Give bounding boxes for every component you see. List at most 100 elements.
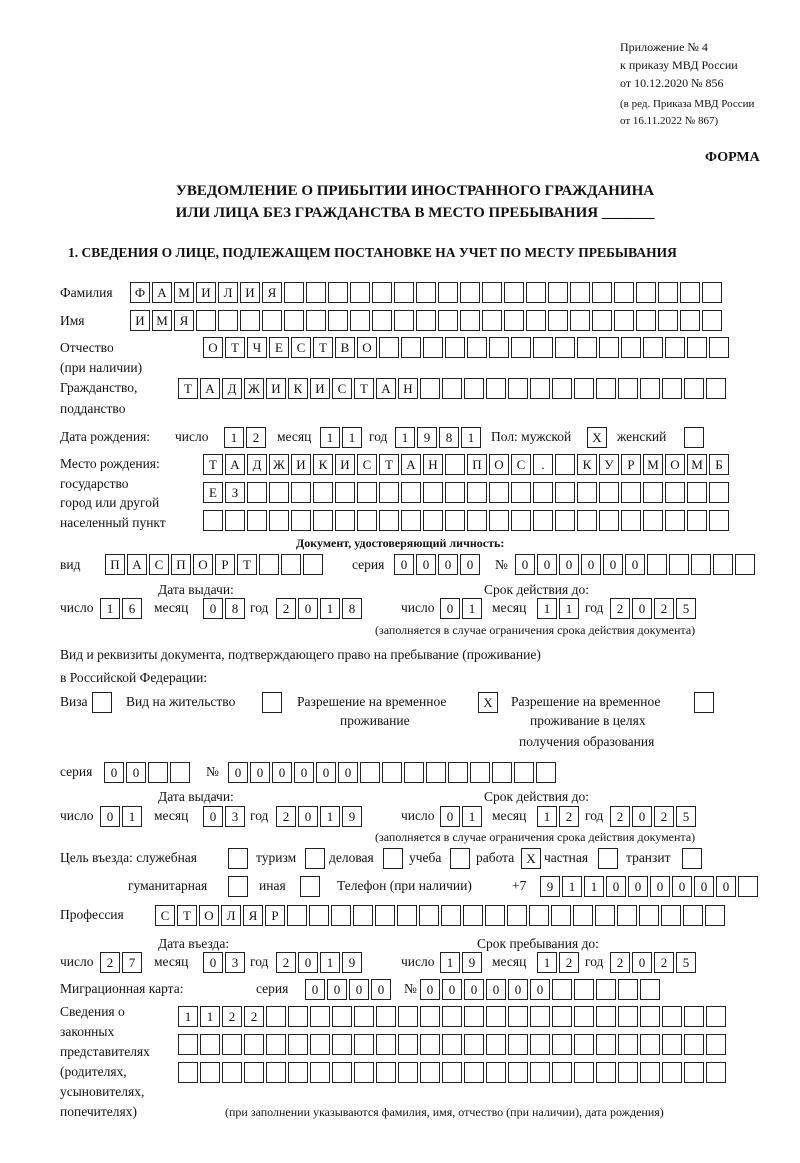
input-cell[interactable]: 0 [272,762,292,783]
input-cell[interactable] [570,310,590,331]
input-cell[interactable]: 8 [225,598,245,619]
input-cell[interactable] [240,310,260,331]
birthplace-field-3[interactable] [203,510,729,531]
input-cell[interactable] [485,905,505,926]
input-cell[interactable] [445,482,465,503]
input-cell[interactable]: 2 [654,598,674,619]
input-cell[interactable] [661,905,681,926]
input-cell[interactable] [310,1006,330,1027]
input-cell[interactable]: Т [313,337,333,358]
input-cell[interactable] [228,876,248,897]
purpose-business-checkbox[interactable] [383,848,403,869]
input-cell[interactable] [379,510,399,531]
input-cell[interactable] [684,378,704,399]
input-cell[interactable] [306,310,326,331]
input-cell[interactable]: 1 [342,427,362,448]
input-cell[interactable]: 9 [342,952,362,973]
input-cell[interactable]: Р [621,454,641,475]
input-cell[interactable] [592,282,612,303]
input-cell[interactable]: 1 [395,427,415,448]
input-cell[interactable] [372,282,392,303]
input-cell[interactable] [552,1062,572,1083]
input-cell[interactable] [244,1034,264,1055]
input-cell[interactable] [423,482,443,503]
input-cell[interactable] [328,282,348,303]
input-cell[interactable] [640,1062,660,1083]
input-cell[interactable]: 0 [104,762,124,783]
input-cell[interactable] [489,510,509,531]
input-cell[interactable]: 0 [338,762,358,783]
input-cell[interactable]: Б [709,454,729,475]
input-cell[interactable] [621,337,641,358]
input-cell[interactable] [350,282,370,303]
input-cell[interactable] [548,310,568,331]
input-cell[interactable]: 1 [320,598,340,619]
purpose-study-checkbox[interactable] [450,848,470,869]
input-cell[interactable] [200,1034,220,1055]
input-cell[interactable]: 7 [122,952,142,973]
input-cell[interactable] [596,378,616,399]
input-cell[interactable] [288,1034,308,1055]
input-cell[interactable] [680,310,700,331]
sex-female-checkbox[interactable] [684,427,704,448]
input-cell[interactable] [335,510,355,531]
input-cell[interactable] [511,510,531,531]
input-cell[interactable]: 1 [537,952,557,973]
input-cell[interactable]: 0 [416,554,436,575]
input-cell[interactable] [482,310,502,331]
input-cell[interactable] [680,282,700,303]
input-cell[interactable] [464,1006,484,1027]
input-cell[interactable]: 0 [464,979,484,1000]
input-cell[interactable]: М [174,282,194,303]
input-cell[interactable]: 0 [298,598,318,619]
input-cell[interactable] [401,337,421,358]
input-cell[interactable] [507,905,527,926]
input-cell[interactable] [709,510,729,531]
input-cell[interactable] [684,1034,704,1055]
input-cell[interactable]: X [587,427,607,448]
trp-checkbox[interactable]: X [478,692,498,713]
input-cell[interactable]: 0 [559,554,579,575]
input-cell[interactable]: М [643,454,663,475]
input-cell[interactable]: К [313,454,333,475]
input-cell[interactable] [331,905,351,926]
input-cell[interactable]: 0 [203,806,223,827]
visa-checkbox[interactable] [92,692,112,713]
input-cell[interactable] [266,1006,286,1027]
input-cell[interactable] [306,282,326,303]
input-cell[interactable]: 0 [581,554,601,575]
input-cell[interactable]: 1 [122,806,142,827]
input-cell[interactable]: С [149,554,169,575]
input-cell[interactable]: Д [247,454,267,475]
input-cell[interactable]: 0 [394,554,414,575]
input-cell[interactable] [376,1006,396,1027]
input-cell[interactable]: Ж [244,378,264,399]
input-cell[interactable] [530,1062,550,1083]
input-cell[interactable] [218,310,238,331]
input-cell[interactable] [313,482,333,503]
input-cell[interactable] [486,378,506,399]
input-cell[interactable]: Н [398,378,418,399]
input-cell[interactable] [222,1062,242,1083]
input-cell[interactable] [300,876,320,897]
input-cell[interactable] [203,510,223,531]
input-cell[interactable] [658,282,678,303]
input-cell[interactable] [148,762,168,783]
input-cell[interactable] [669,554,689,575]
input-cell[interactable] [379,482,399,503]
input-cell[interactable]: 1 [559,598,579,619]
input-cell[interactable]: 0 [349,979,369,1000]
input-cell[interactable] [426,762,446,783]
input-cell[interactable]: 0 [672,876,692,897]
input-cell[interactable] [247,482,267,503]
input-cell[interactable] [288,1006,308,1027]
input-cell[interactable] [555,454,575,475]
input-cell[interactable]: Т [203,454,223,475]
input-cell[interactable] [555,482,575,503]
